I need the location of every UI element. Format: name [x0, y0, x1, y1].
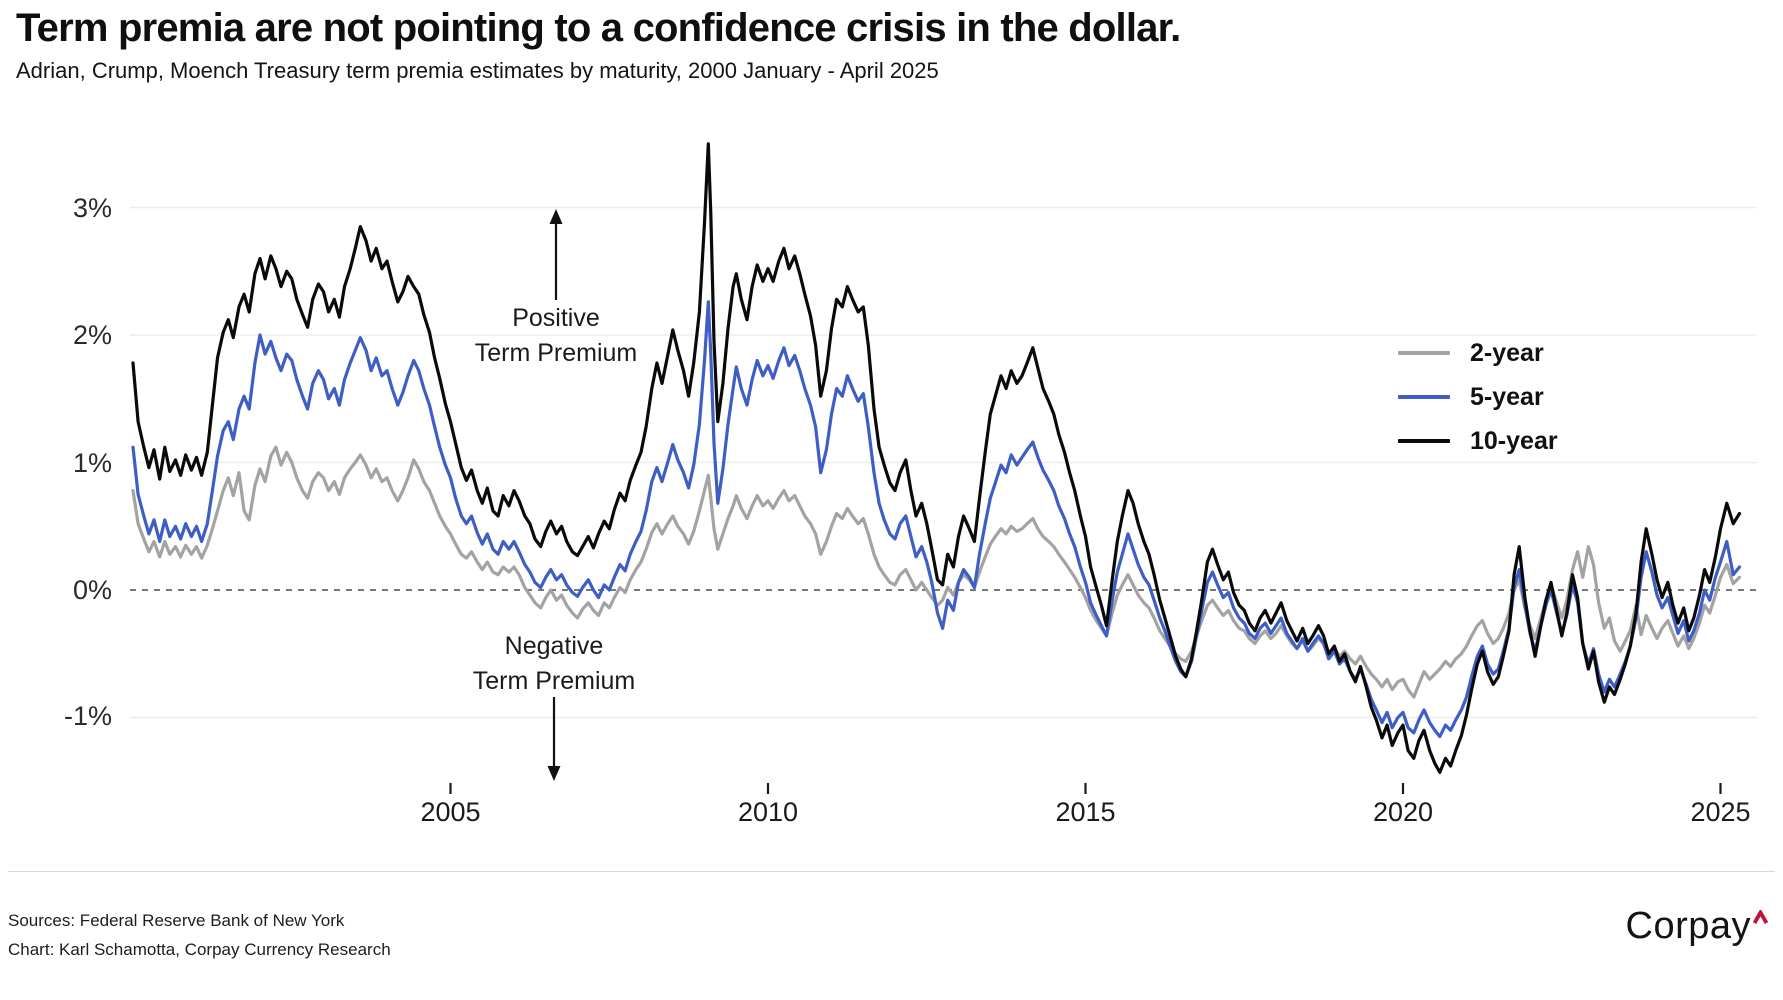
page-title: Term premia are not pointing to a confid…: [16, 6, 1181, 50]
x-axis-label-2025: 2025: [1690, 797, 1751, 827]
annotation-line: Positive: [512, 304, 600, 332]
y-axis-label-1pct: 1%: [72, 448, 112, 478]
sources-text: Sources: Federal Reserve Bank of New Yor…: [8, 911, 345, 930]
y-axis-label-3pct: 3%: [72, 193, 112, 223]
series-lines: [131, 142, 1742, 774]
x-axis-label-2005: 2005: [420, 797, 481, 827]
annotation-line: Term Premium: [472, 667, 636, 695]
x-axis-tick-marks: [449, 783, 1722, 794]
x-axis-label-2015: 2015: [1055, 797, 1116, 827]
legend-line-5-year-icon: [1398, 395, 1450, 399]
legend: 2-year 5-year 10-year: [1398, 338, 1558, 470]
chart-credit-text: Chart: Karl Schamotta, Corpay Currency R…: [8, 940, 391, 959]
corpay-logo: Corpay: [1626, 904, 1770, 948]
corpay-caret-icon: [1752, 910, 1769, 924]
page-subtitle: Adrian, Crump, Moench Treasury term prem…: [16, 58, 939, 83]
corpay-logo-text: Corpay: [1625, 905, 1751, 947]
legend-item-10-year: 10-year: [1398, 426, 1558, 456]
y-axis-label-2pct: 2%: [72, 320, 112, 350]
footer-divider: [8, 871, 1775, 872]
y-axis-label-0pct: 0%: [72, 575, 112, 605]
footer-credits: Sources: Federal Reserve Bank of New Yor…: [8, 906, 391, 964]
positive-term-premium-annotation: Positive Term Premium: [406, 301, 706, 371]
negative-term-premium-annotation: Negative Term Premium: [404, 629, 704, 699]
legend-item-5-year: 5-year: [1398, 382, 1558, 412]
legend-item-2-year: 2-year: [1398, 338, 1558, 368]
y-axis-label-neg1pct: -1%: [63, 701, 112, 731]
x-axis-label-2010: 2010: [737, 797, 799, 827]
x-axis-label-2020: 2020: [1372, 797, 1434, 827]
legend-line-10-year-icon: [1398, 439, 1450, 443]
negative-arrow-icon: [547, 697, 561, 781]
annotation-line: Term Premium: [474, 339, 638, 367]
legend-label: 2-year: [1470, 338, 1544, 367]
annotation-line: Negative: [504, 632, 604, 660]
legend-line-2-year-icon: [1398, 351, 1450, 355]
legend-label: 10-year: [1470, 426, 1558, 455]
gridlines: [130, 206, 1757, 719]
legend-label: 5-year: [1470, 382, 1544, 411]
positive-arrow-icon: [549, 209, 563, 300]
